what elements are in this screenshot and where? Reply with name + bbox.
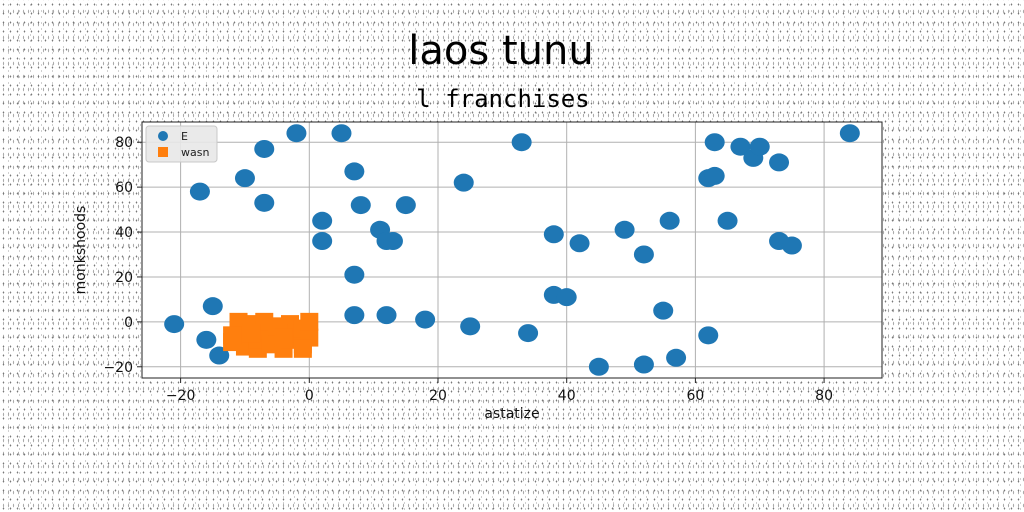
point-e [698, 326, 719, 345]
point-e [666, 348, 687, 367]
point-e [717, 211, 738, 230]
y-tick-label: −20 [103, 360, 133, 376]
x-tick-label: 0 [305, 388, 314, 404]
point-e [704, 166, 725, 185]
point-e [839, 124, 860, 143]
point-e [659, 211, 680, 230]
legend-marker-e [158, 131, 168, 141]
y-tick-label: 20 [115, 270, 133, 286]
data-points [164, 124, 860, 376]
point-e [653, 301, 674, 320]
point-e [344, 306, 365, 325]
point-wasn [242, 324, 261, 343]
point-e [453, 173, 474, 192]
y-tick-label: 80 [115, 135, 133, 151]
y-tick-label: 40 [115, 225, 133, 241]
chart-subtitle: l franchises [416, 85, 589, 113]
point-e [633, 245, 654, 264]
point-e [312, 232, 333, 251]
point-e [543, 225, 564, 244]
point-e [769, 153, 790, 172]
point-e [254, 193, 275, 212]
point-e [189, 182, 210, 201]
point-wasn [293, 339, 312, 358]
point-e [588, 357, 609, 376]
x-ticks: −20 0 20 40 60 80 [166, 378, 833, 404]
point-e [730, 137, 751, 156]
x-tick-label: 40 [558, 388, 576, 404]
point-e [415, 310, 436, 329]
x-tick-label: −20 [166, 388, 196, 404]
point-e [704, 133, 725, 152]
point-e [749, 137, 770, 156]
y-tick-label: 0 [124, 315, 133, 331]
point-e [286, 124, 307, 143]
point-e [569, 234, 590, 253]
x-tick-label: 20 [429, 388, 447, 404]
point-wasn [223, 326, 242, 345]
point-e [164, 315, 185, 334]
point-e [556, 288, 577, 307]
y-tick-label: 60 [115, 180, 133, 196]
point-e [395, 196, 416, 215]
legend: E wasn [145, 125, 218, 163]
legend-label-wasn: wasn [181, 146, 209, 159]
point-e [344, 162, 365, 181]
point-e [312, 211, 333, 230]
point-e [614, 220, 635, 239]
legend-marker-wasn [158, 147, 168, 157]
point-e [234, 169, 255, 188]
point-e [254, 139, 275, 158]
point-e [202, 297, 223, 316]
plot-frame [141, 121, 883, 379]
point-e [350, 196, 371, 215]
x-tick-label: 80 [815, 388, 833, 404]
chart-title: laos tunu [408, 28, 593, 74]
point-e [196, 330, 217, 349]
point-e [518, 324, 539, 343]
point-wasn [274, 328, 293, 347]
x-tick-label: 60 [686, 388, 704, 404]
point-e [511, 133, 532, 152]
point-e [460, 317, 481, 336]
point-e [382, 232, 403, 251]
y-ticks: −20 0 20 40 60 80 [103, 135, 142, 376]
point-wasn [300, 312, 319, 331]
x-axis-label: astatize [484, 406, 539, 422]
point-e [633, 355, 654, 374]
point-e [344, 265, 365, 284]
y-axis-label: monkshoods [73, 206, 89, 295]
point-e [781, 236, 802, 255]
legend-label-e: E [181, 130, 188, 143]
point-e [331, 124, 352, 143]
point-e [376, 306, 397, 325]
